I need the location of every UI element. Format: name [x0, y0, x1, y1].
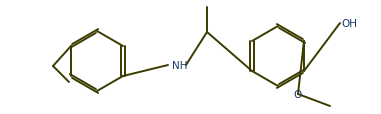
Text: O: O [294, 89, 302, 99]
Text: NH: NH [172, 60, 187, 70]
Text: OH: OH [341, 19, 357, 29]
